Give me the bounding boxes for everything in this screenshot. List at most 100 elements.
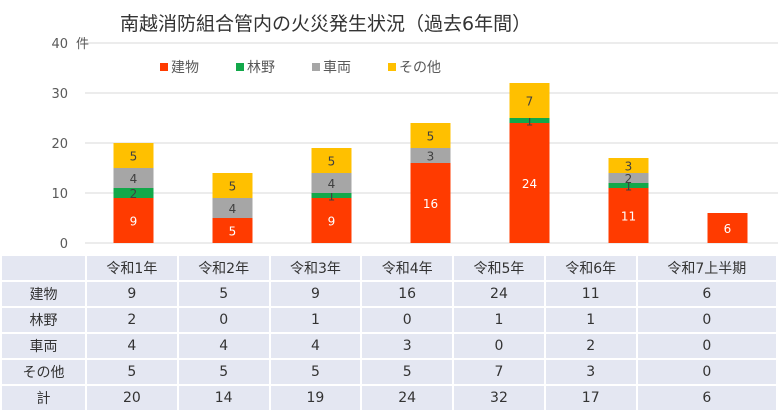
table-cell: 令和3年: [268, 254, 363, 282]
bar-segment: [410, 148, 451, 163]
table-cell: 0: [452, 332, 546, 360]
data-label: 24: [522, 177, 537, 191]
bar-segment: [212, 173, 253, 198]
data-label: 1: [328, 190, 336, 204]
bar-segment: [509, 123, 550, 243]
y-axis-unit: 件: [76, 37, 89, 52]
table-cell: 5: [360, 358, 455, 386]
bar-segment: [113, 188, 154, 198]
table-cell: 令和2年: [176, 254, 271, 282]
data-label: 3: [625, 160, 633, 174]
chart-title: 南越消防組合管内の火災発生状況（過去6年間）: [120, 13, 531, 35]
data-label: 4: [130, 172, 138, 186]
data-label: 7: [526, 95, 534, 109]
bar-segment: [311, 198, 352, 243]
table-cell: 4: [268, 332, 363, 360]
bar-segment: [509, 83, 550, 118]
row-header: [0, 254, 87, 282]
bar-segment: [113, 168, 154, 188]
table-cell: 5: [176, 280, 271, 308]
row-header: 車両: [0, 332, 87, 360]
bar-segment: [608, 188, 649, 243]
bar-segment: [311, 193, 352, 198]
bar-segment: [311, 148, 352, 173]
table-cell: 4: [85, 332, 179, 360]
table-cell: 17: [543, 384, 638, 410]
row-header: 林野: [0, 306, 87, 334]
table-cell: 6: [635, 384, 779, 410]
data-label: 5: [130, 150, 138, 164]
table-cell: 1: [268, 306, 363, 334]
table-row: 車両 4 4 4 3 0 2 0: [0, 332, 779, 360]
row-header: その他: [0, 358, 87, 386]
legend-label: 林野: [247, 60, 275, 76]
data-label: 5: [229, 225, 237, 239]
table-cell: 0: [360, 306, 455, 334]
table-cell: 5: [85, 358, 179, 386]
data-label: 3: [427, 150, 435, 164]
bar-segment: [212, 198, 253, 218]
table-cell: 6: [635, 280, 779, 308]
table-header-row: 令和1年 令和2年 令和3年 令和4年 令和5年 令和6年 令和7上半期: [0, 254, 779, 282]
table-cell: 2: [85, 306, 179, 334]
data-label: 2: [130, 187, 138, 201]
table-cell: 16: [360, 280, 455, 308]
data-label: 1: [625, 180, 633, 194]
table-total-row: 計 20 14 19 24 32 17 6: [0, 384, 779, 410]
table-cell: 5: [176, 358, 271, 386]
table-cell: 14: [176, 384, 271, 410]
legend-swatch: [312, 63, 320, 71]
bar-segment: [311, 173, 352, 193]
data-label: 9: [130, 215, 138, 229]
data-label: 4: [328, 177, 336, 191]
data-label: 6: [724, 222, 732, 236]
row-header: 建物: [0, 280, 87, 308]
legend-swatch: [236, 63, 244, 71]
table-cell: 令和1年: [85, 254, 179, 282]
table-cell: 1: [452, 306, 546, 334]
bar-segment: [608, 158, 649, 173]
table-row: 林野 2 0 1 0 1 1 0: [0, 306, 779, 334]
table-cell: 令和7上半期: [635, 254, 779, 282]
row-header: 計: [0, 384, 87, 410]
table-cell: 令和6年: [543, 254, 638, 282]
y-tick-label: 20: [51, 137, 68, 152]
legend-label: 建物: [171, 60, 199, 76]
bar-segment: [113, 143, 154, 168]
table-cell: 0: [635, 332, 779, 360]
table-cell: 32: [452, 384, 546, 410]
stacked-bar-chart: 南越消防組合管内の火災発生状況（過去6年間） 0 10 20 30 40 件建物 林野 車両 その…: [51, 13, 778, 252]
table-cell: 19: [268, 384, 363, 410]
bar-segment: [707, 213, 748, 243]
table-cell: 3: [543, 358, 638, 386]
table-cell: 4: [176, 332, 271, 360]
data-label: 2: [625, 172, 633, 186]
y-tick-label: 30: [51, 87, 68, 102]
legend-label: 車両: [323, 59, 351, 76]
bar-segment: [509, 118, 550, 123]
table-cell: 9: [268, 280, 363, 308]
y-tick-label: 40: [51, 37, 68, 52]
data-label: 9: [328, 215, 336, 229]
table-cell: 24: [452, 280, 546, 308]
table-cell: 0: [635, 306, 779, 334]
table-row: 建物 9 5 9 16 24 11 6: [0, 280, 779, 308]
data-label: 1: [526, 115, 534, 129]
bar-segment: [608, 173, 649, 183]
bar-segment: [410, 163, 451, 243]
data-label: 5: [427, 130, 435, 144]
bar-segment: [212, 218, 253, 243]
data-label: 11: [621, 210, 636, 224]
bar-segment: [608, 183, 649, 188]
table-cell: 24: [360, 384, 455, 410]
table-cell: 5: [268, 358, 363, 386]
table-cell: 1: [543, 306, 638, 334]
table-cell: 11: [543, 280, 638, 308]
data-label: 5: [328, 155, 336, 169]
legend-swatch: [160, 63, 168, 71]
table-cell: 令和5年: [452, 254, 546, 282]
data-label: 5: [229, 180, 237, 194]
table-cell: 7: [452, 358, 546, 386]
data-label: 4: [229, 202, 237, 216]
